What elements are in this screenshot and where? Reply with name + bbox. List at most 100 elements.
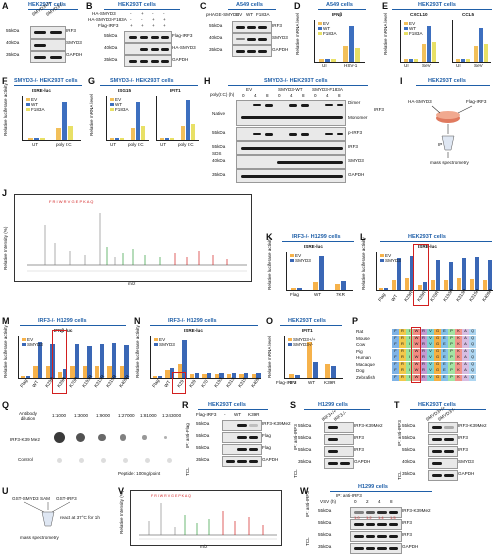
panel-i-item-4: mass spectrometry bbox=[430, 160, 469, 165]
panel-p-residue: G bbox=[434, 328, 441, 335]
panel-c-mw-2: 40kDa bbox=[209, 35, 223, 40]
panel-h-time: 4 bbox=[254, 93, 257, 98]
panel-k-legend-ev: EV bbox=[295, 253, 302, 258]
panel-r-band bbox=[226, 460, 236, 463]
panel-f-group-2: poly I:C bbox=[56, 142, 72, 147]
panel-p-residue: W bbox=[413, 360, 420, 368]
panel-s-blot bbox=[324, 422, 354, 433]
panel-p-residue: E bbox=[441, 361, 448, 368]
panel-l-bar bbox=[405, 278, 410, 290]
panel-c-title: A549 cells bbox=[236, 2, 263, 8]
panel-l-legend-smyd3: SMYD3 bbox=[385, 258, 401, 263]
panel-j-xlabel: m/z bbox=[128, 281, 136, 286]
panel-h-header: poly(I:C) (h) bbox=[210, 92, 235, 97]
panel-p-residue: G bbox=[434, 354, 441, 361]
panel-m-bar bbox=[21, 376, 26, 378]
panel-p-residue: A bbox=[462, 329, 469, 335]
panel-r-mw: 35kDa bbox=[196, 457, 210, 462]
panel-p-residue: F bbox=[392, 374, 399, 381]
panel-e-legend-wt: WT bbox=[409, 26, 417, 31]
panel-t-blot bbox=[428, 470, 458, 481]
panel-h-time: 0 bbox=[278, 93, 281, 98]
panel-t-band bbox=[432, 426, 442, 429]
panel-p-species: Rat bbox=[356, 329, 364, 334]
panel-b-underline bbox=[104, 9, 180, 10]
panel-q-dilution: 1:9000 bbox=[96, 413, 111, 418]
panel-q-dot bbox=[76, 432, 86, 443]
panel-p-residue: R bbox=[420, 361, 427, 368]
panel-n-xlabel: Flag bbox=[151, 378, 161, 389]
panel-e-group-2: SeV bbox=[422, 63, 431, 68]
panel-c-mw-1: 55kDa bbox=[209, 23, 223, 28]
panel-b-sign: - bbox=[152, 11, 154, 16]
panel-n-bar bbox=[177, 364, 182, 378]
panel-l-xlabel: Flag bbox=[377, 292, 387, 303]
panel-w-label: W bbox=[300, 486, 309, 496]
panel-n-bar bbox=[153, 376, 158, 378]
panel-n-bar bbox=[239, 374, 244, 378]
panel-p-residue: P bbox=[448, 329, 455, 335]
panel-m-bar bbox=[58, 372, 63, 378]
panel-w-ratio: 1.4 bbox=[378, 515, 384, 520]
panel-p-species: Zebrafish bbox=[356, 374, 376, 380]
panel-a-mw-1: 55kDa bbox=[6, 28, 20, 33]
panel-a-blot-smyd3 bbox=[30, 39, 66, 51]
panel-j-ylabel: Relative Intensity (%) bbox=[3, 226, 8, 270]
panel-l-underline bbox=[380, 241, 492, 242]
panel-t-band bbox=[444, 474, 454, 477]
panel-n-bar bbox=[194, 373, 199, 378]
panel-d-bar bbox=[319, 59, 324, 62]
panel-r-title: HEK293T cells bbox=[208, 402, 246, 408]
panel-u-tube bbox=[23, 501, 71, 527]
panel-v-label: V bbox=[118, 486, 125, 496]
panel-p-residue: R bbox=[399, 329, 406, 335]
panel-q-row-1: IRF3-K39 Me2 bbox=[10, 437, 40, 442]
panel-b-sign: + bbox=[152, 17, 155, 22]
panel-p-residue: P bbox=[448, 361, 455, 368]
panel-p-residue: G bbox=[434, 347, 441, 355]
panel-h-mw-4: 35kDa bbox=[212, 172, 226, 177]
panel-e-underline bbox=[392, 9, 492, 10]
panel-n-bar bbox=[214, 374, 219, 378]
panel-f-ylabel: Relative luciferase activity bbox=[3, 83, 8, 136]
panel-s-blot-label: IRF3 bbox=[354, 435, 364, 440]
panel-p-species: Pig bbox=[356, 348, 363, 354]
panel-n-bar bbox=[231, 373, 236, 378]
panel-w-band bbox=[354, 535, 364, 538]
panel-b-row-1: HA-SMYD3 bbox=[92, 11, 116, 16]
panel-d-bar bbox=[355, 48, 360, 62]
panel-h-mw-3: 40kDa bbox=[212, 158, 226, 163]
panel-n-bar bbox=[219, 373, 224, 378]
panel-f-label: F bbox=[2, 76, 8, 86]
panel-q-dot bbox=[120, 434, 127, 441]
panel-w-band bbox=[365, 511, 375, 514]
panel-t-blot-label: SMYD3 bbox=[458, 459, 474, 464]
panel-s-tcl: TCL bbox=[293, 469, 298, 478]
panel-w-time: 4 bbox=[378, 499, 381, 504]
panel-w-band bbox=[377, 547, 387, 550]
panel-b-blot-ha bbox=[124, 43, 172, 55]
panel-r-band bbox=[248, 436, 258, 439]
panel-m-bar bbox=[112, 343, 117, 378]
panel-p-residue: K bbox=[455, 361, 462, 368]
panel-h-monomer: Monomer bbox=[348, 115, 368, 120]
panel-n-ylabel: Relative luciferase activity bbox=[135, 325, 140, 378]
panel-q-control-dot bbox=[123, 458, 128, 463]
panel-l-ylabel: Relative luciferase activity bbox=[361, 237, 366, 290]
panel-h-underline bbox=[228, 85, 368, 86]
panel-n-label: N bbox=[134, 316, 141, 326]
panel-m-highlight bbox=[52, 330, 67, 394]
panel-l-label: L bbox=[360, 232, 366, 242]
panel-b-mw-2: 40kDa bbox=[104, 45, 118, 50]
panel-g-axes-1 bbox=[106, 96, 149, 141]
panel-t-label: T bbox=[394, 400, 400, 410]
panel-a-blot-label-3: GAPDH bbox=[66, 52, 83, 57]
panel-m-bar bbox=[99, 344, 104, 378]
panel-p-residue: F bbox=[392, 355, 399, 361]
panel-m-label: M bbox=[2, 316, 10, 326]
panel-i-diagram bbox=[431, 105, 473, 158]
panel-r-lane-3: K39R bbox=[248, 412, 260, 417]
panel-k-group-3: 7KR bbox=[336, 292, 345, 297]
panel-e-gene-2: CCL5 bbox=[462, 12, 474, 17]
panel-d-legend-swatch-wt bbox=[318, 27, 322, 30]
